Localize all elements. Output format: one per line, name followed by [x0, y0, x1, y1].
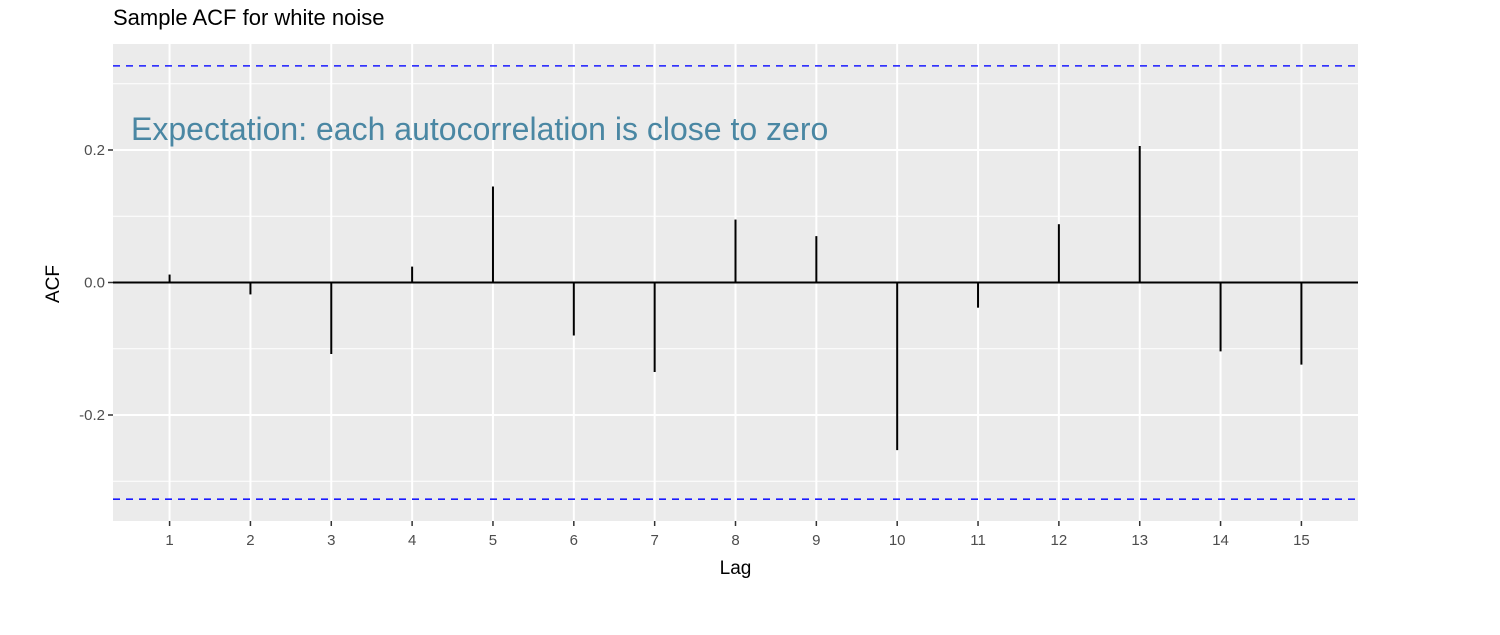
x-axis: 1 2 3 4 5 6 7 8 9 10 11 12 13 14 15: [165, 521, 1310, 549]
x-tick-label: 15: [1293, 532, 1310, 549]
annotation-text: Expectation: each autocorrelation is clo…: [131, 111, 828, 147]
y-tick-label: 0.2: [84, 142, 105, 159]
x-tick-label: 1: [165, 532, 173, 549]
x-tick-label: 6: [570, 532, 578, 549]
x-axis-title: Lag: [720, 558, 752, 579]
acf-bars: [113, 146, 1358, 451]
x-tick-label: 10: [889, 532, 906, 549]
x-tick-label: 9: [812, 532, 820, 549]
x-tick-label: 14: [1212, 532, 1229, 549]
x-tick-label: 12: [1051, 532, 1068, 549]
x-tick-label: 4: [408, 532, 416, 549]
y-axis: -0.2 0.0 0.2: [79, 142, 113, 424]
x-tick-label: 5: [489, 532, 497, 549]
y-tick-label: -0.2: [79, 407, 105, 424]
x-tick-label: 2: [246, 532, 254, 549]
y-tick-label: 0.0: [84, 275, 105, 292]
x-tick-label: 13: [1131, 532, 1148, 549]
y-axis-title: ACF: [43, 265, 64, 303]
x-tick-label: 7: [650, 532, 658, 549]
x-tick-label: 3: [327, 532, 335, 549]
x-tick-label: 8: [731, 532, 739, 549]
chart-title: Sample ACF for white noise: [113, 5, 384, 30]
x-tick-label: 11: [970, 532, 986, 549]
